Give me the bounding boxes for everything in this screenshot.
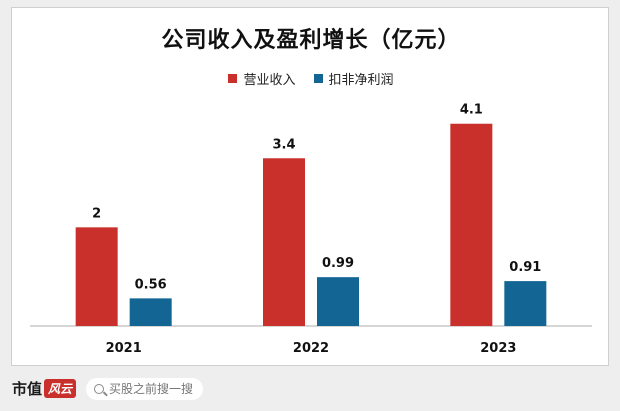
footer-bar: 市值 风云 买股之前搜一搜 — [0, 366, 620, 411]
legend-swatch-net-profit — [313, 74, 323, 83]
data-label-revenue-2022: 3.4 — [272, 137, 295, 152]
bar-revenue-2023 — [450, 123, 493, 326]
brand-text: 市值 — [12, 380, 43, 398]
legend-label-revenue: 营业收入 — [243, 73, 296, 88]
chart-title: 公司收入及盈利增长（亿元） — [161, 28, 461, 53]
search-icon — [94, 383, 105, 394]
bar-net-profit-2023 — [504, 281, 547, 326]
x-tick-label-2023: 2023 — [480, 341, 516, 356]
bar-revenue-2021 — [75, 227, 118, 326]
legend-item-net-profit: 扣非净利润 — [313, 69, 394, 88]
data-label-revenue-2021: 2 — [92, 206, 101, 221]
bar-net-profit-2022 — [317, 277, 359, 326]
brand-mark: 风云 — [44, 379, 77, 398]
search-box[interactable]: 买股之前搜一搜 — [86, 377, 204, 400]
search-placeholder: 买股之前搜一搜 — [109, 382, 194, 396]
data-label-net-profit-2022: 0.99 — [322, 256, 354, 271]
legend-swatch-revenue — [228, 74, 238, 83]
legend-item-revenue: 营业收入 — [228, 69, 296, 88]
x-tick-label-2021: 2021 — [106, 341, 142, 356]
legend-label-net-profit: 扣非净利润 — [328, 73, 394, 88]
bar-revenue-2022 — [263, 158, 305, 326]
chart-legend: 营业收入 扣非净利润 — [12, 69, 610, 88]
data-label-revenue-2023: 4.1 — [460, 103, 483, 118]
data-label-net-profit-2021: 0.56 — [135, 277, 167, 292]
chart-card: 公司收入及盈利增长（亿元） 营业收入 扣非净利润 2 0.56 2021 3.4 0.9… — [11, 7, 609, 366]
data-label-net-profit-2023: 0.91 — [509, 260, 541, 275]
bar-net-profit-2021 — [129, 298, 172, 326]
bar-chart-plot: 2 0.56 2021 3.4 0.99 2022 4.1 0.91 2023 — [30, 103, 592, 356]
brand-logo: 市值 风云 — [12, 378, 77, 399]
x-tick-label-2022: 2022 — [293, 341, 329, 356]
